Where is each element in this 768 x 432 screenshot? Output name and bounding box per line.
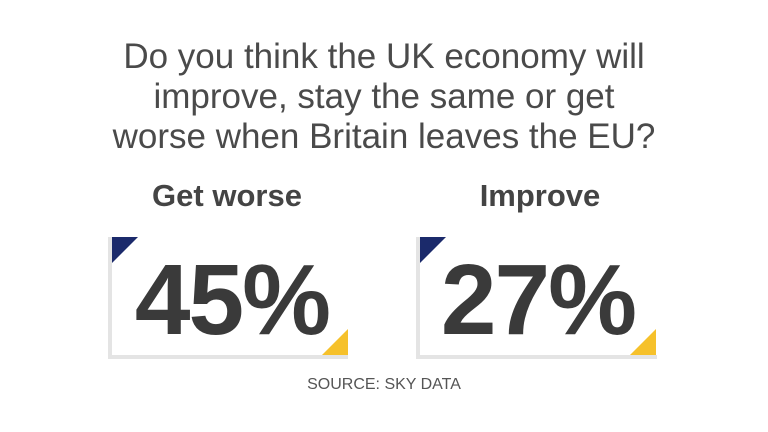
source: SOURCE: SKY DATA (307, 376, 461, 393)
card-frame (108, 237, 348, 359)
corner-navy (420, 237, 446, 263)
stat-value: 27% (441, 244, 635, 356)
corner-yellow (630, 329, 656, 355)
corner-navy (112, 237, 138, 263)
title-line: improve, stay the same or get (153, 77, 614, 116)
corner-yellow (322, 329, 348, 355)
card-frame (416, 237, 657, 359)
title-line: Do you think the UK economy will (123, 37, 644, 76)
stat-label: Improve (480, 178, 601, 213)
stat-label: Get worse (152, 178, 302, 213)
stat-card: Improve 27% (416, 178, 657, 359)
stat-card: Get worse 45% (108, 178, 348, 359)
stat-value: 45% (135, 244, 329, 356)
title-line: worse when Britain leaves the EU? (112, 117, 656, 156)
